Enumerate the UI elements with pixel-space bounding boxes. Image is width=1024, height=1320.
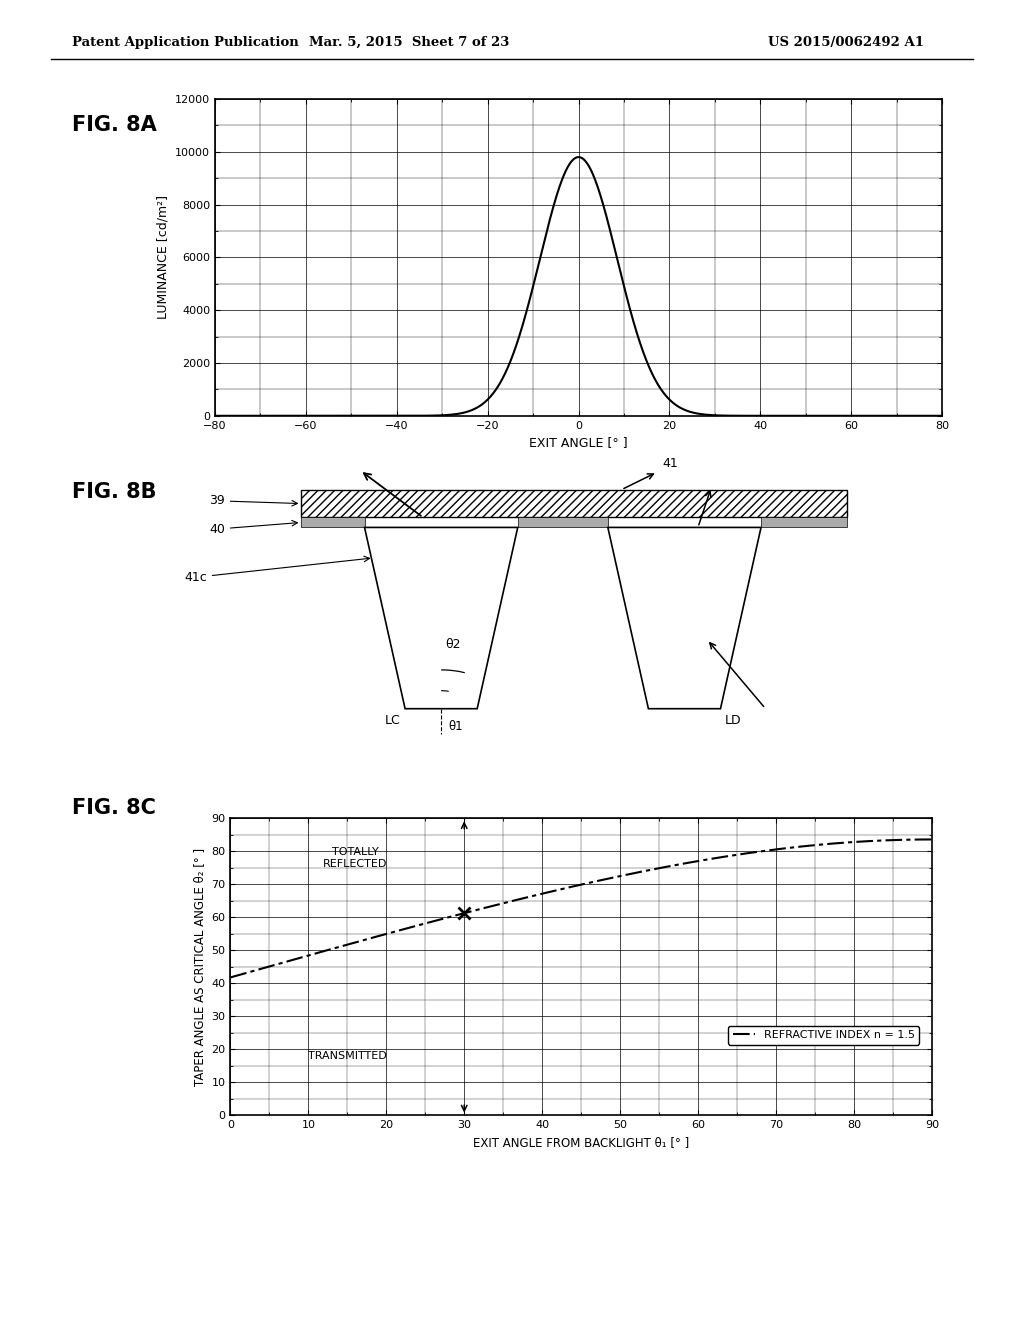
Text: FIG. 8B: FIG. 8B: [72, 482, 157, 503]
Text: LD: LD: [725, 714, 741, 727]
Text: Patent Application Publication: Patent Application Publication: [72, 36, 298, 49]
Polygon shape: [365, 528, 518, 709]
Y-axis label: TAPER ANGLE AS CRITICAL ANGLE θ₂ [° ]: TAPER ANGLE AS CRITICAL ANGLE θ₂ [° ]: [193, 847, 206, 1086]
Text: FIG. 8A: FIG. 8A: [72, 115, 157, 136]
Text: TOTALLY
REFLECTED: TOTALLY REFLECTED: [323, 847, 387, 869]
Text: θ1: θ1: [449, 719, 463, 733]
Text: LC: LC: [385, 714, 400, 727]
Text: θ2: θ2: [445, 638, 461, 651]
Text: Mar. 5, 2015  Sheet 7 of 23: Mar. 5, 2015 Sheet 7 of 23: [309, 36, 510, 49]
Y-axis label: LUMINANCE [cd/m²]: LUMINANCE [cd/m²]: [157, 195, 170, 319]
Polygon shape: [608, 528, 761, 709]
Text: US 2015/0062492 A1: US 2015/0062492 A1: [768, 36, 924, 49]
Legend: REFRACTIVE INDEX n = 1.5: REFRACTIVE INDEX n = 1.5: [728, 1026, 920, 1044]
Polygon shape: [301, 490, 847, 517]
Text: 39: 39: [209, 494, 297, 507]
Polygon shape: [301, 517, 365, 528]
Text: TRANSMITTED: TRANSMITTED: [308, 1051, 387, 1061]
Polygon shape: [518, 517, 608, 528]
Text: 41c: 41c: [184, 556, 370, 583]
Text: 41: 41: [662, 457, 678, 470]
Text: FIG. 8C: FIG. 8C: [72, 797, 156, 818]
Polygon shape: [761, 517, 847, 528]
Text: 40: 40: [209, 520, 297, 536]
X-axis label: EXIT ANGLE [° ]: EXIT ANGLE [° ]: [529, 436, 628, 449]
X-axis label: EXIT ANGLE FROM BACKLIGHT θ₁ [° ]: EXIT ANGLE FROM BACKLIGHT θ₁ [° ]: [473, 1135, 689, 1148]
